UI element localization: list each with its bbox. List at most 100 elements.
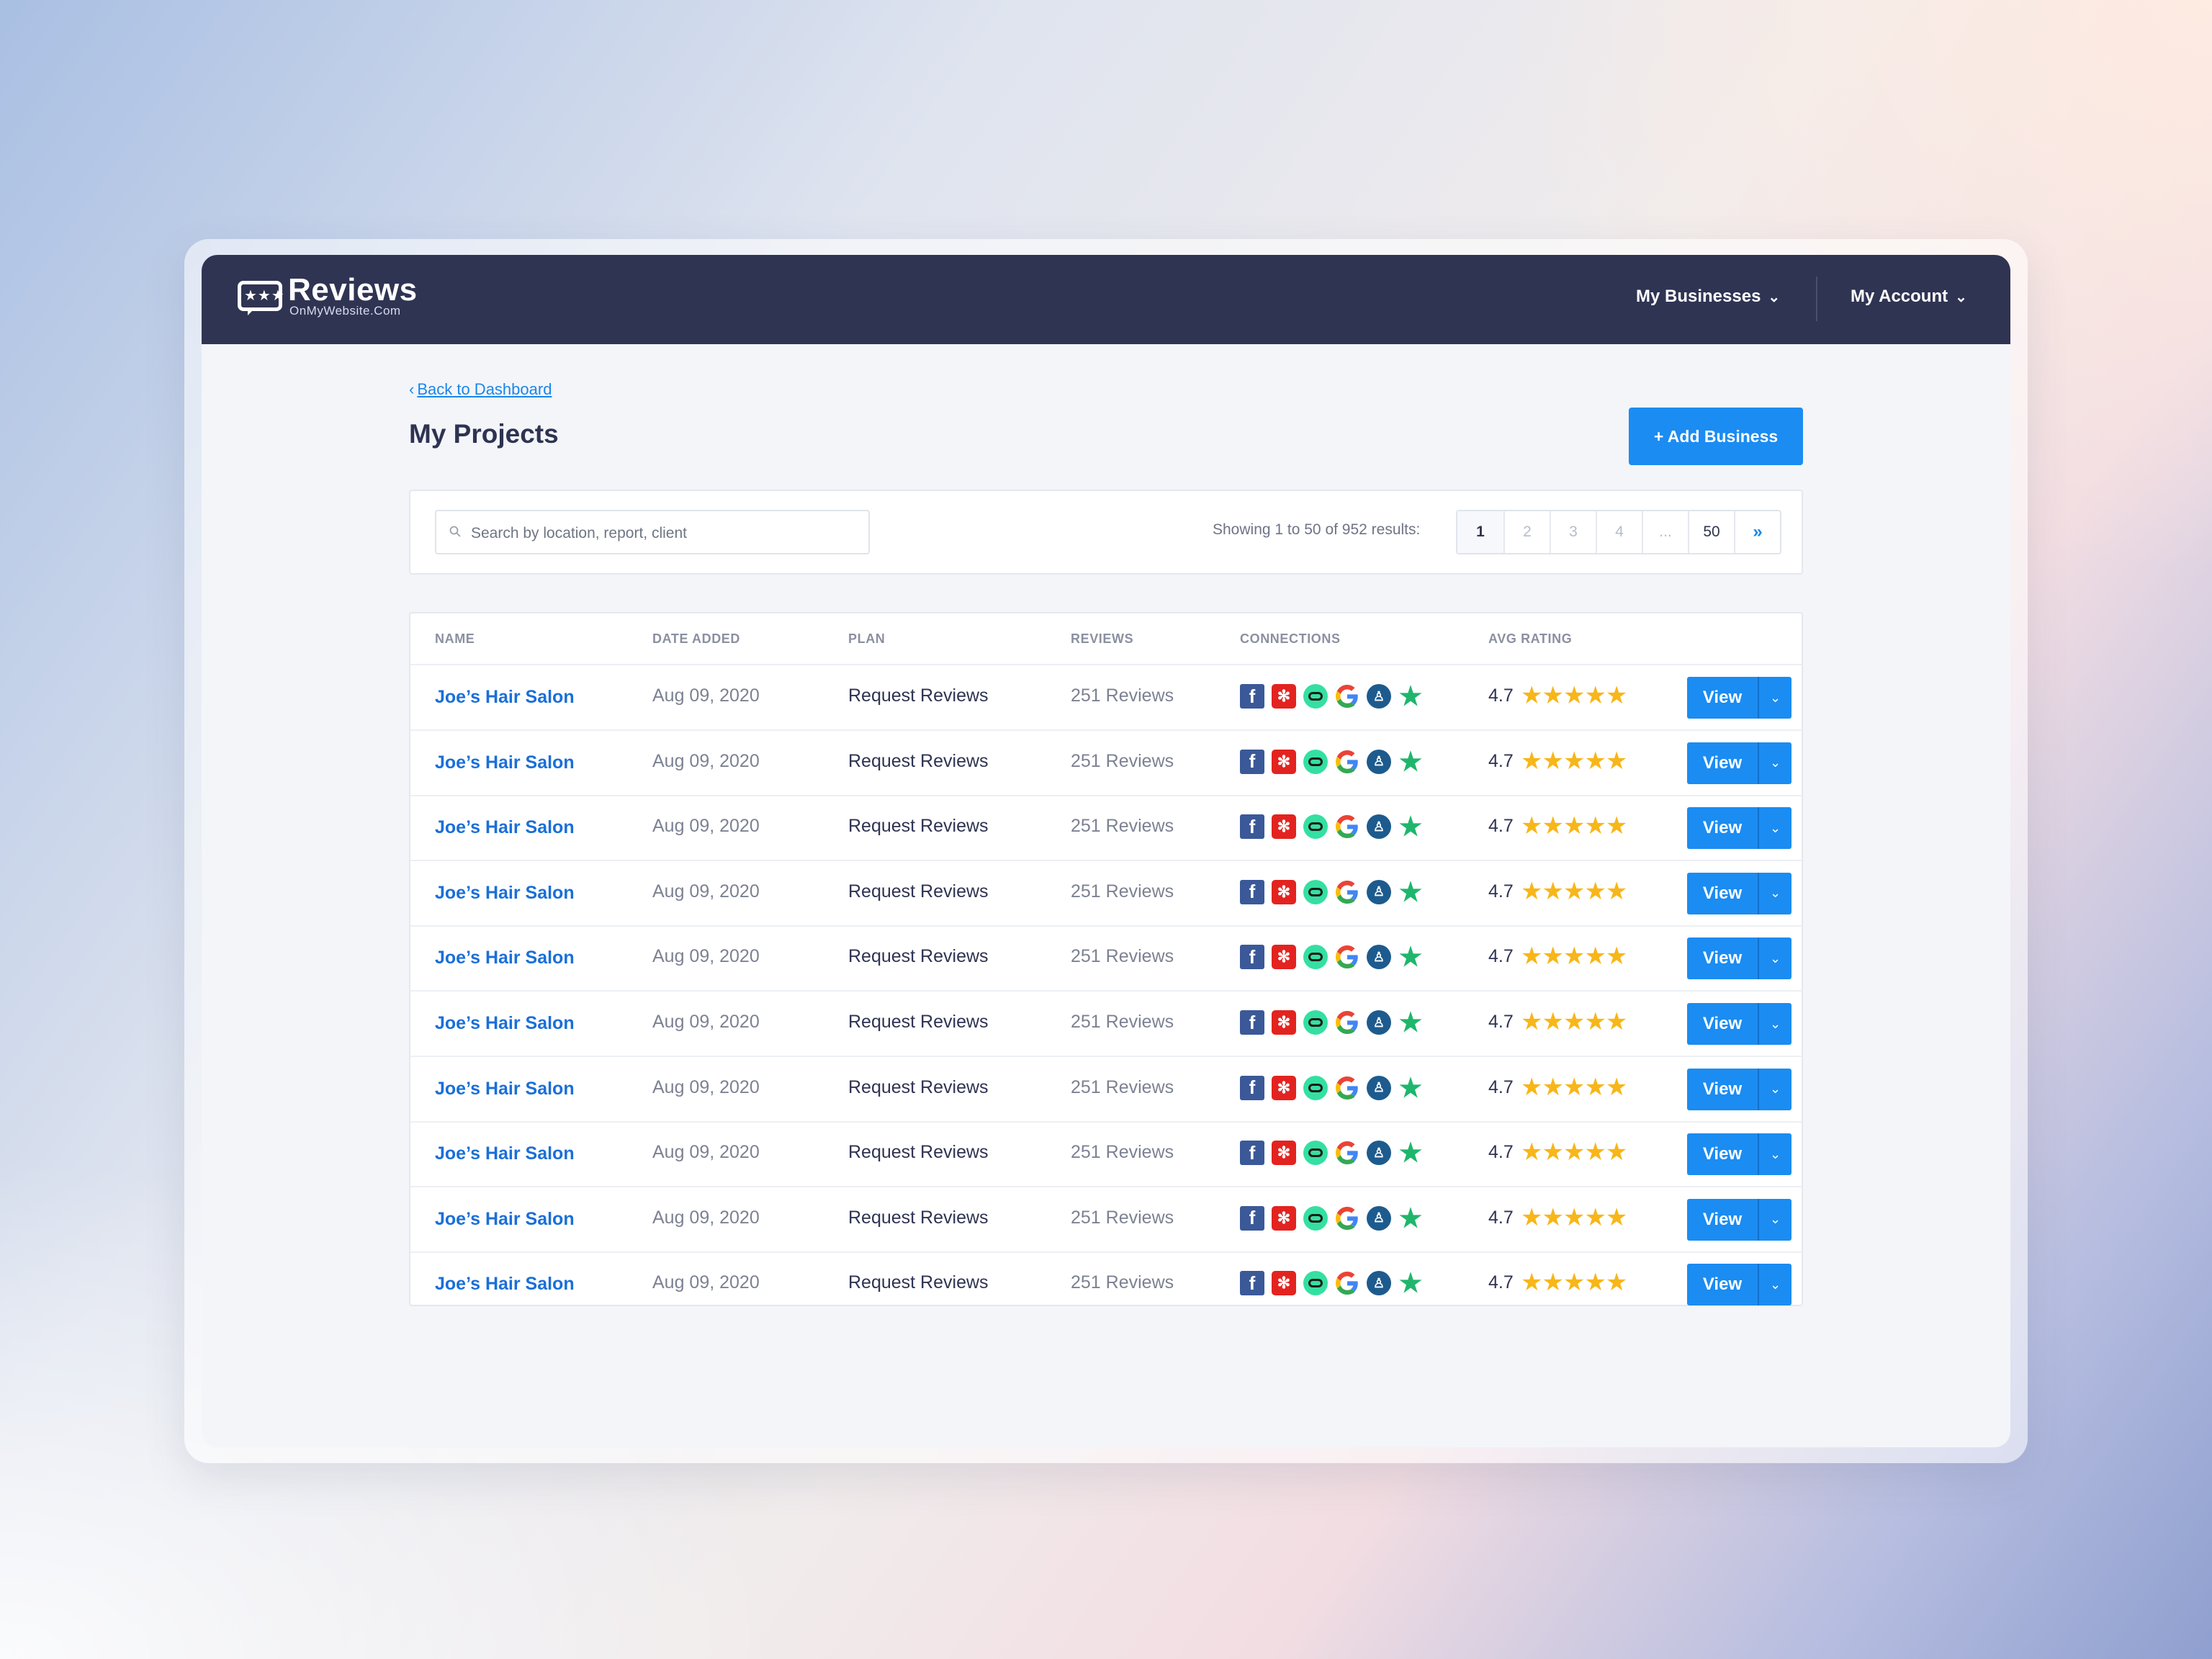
business-name-link[interactable]: Joe’s Hair Salon — [435, 752, 575, 773]
business-name-link[interactable]: Joe’s Hair Salon — [435, 948, 575, 968]
tripadvisor-icon — [1303, 1075, 1328, 1100]
bbb-icon: ♙ — [1367, 1205, 1391, 1231]
plan-name: Request Reviews — [848, 685, 989, 706]
search-box[interactable] — [435, 510, 870, 554]
header-reviews[interactable]: REVIEWS — [1071, 631, 1134, 646]
button-divider — [1758, 1133, 1759, 1176]
view-button[interactable]: View — [1702, 688, 1743, 707]
google-icon — [1335, 1271, 1359, 1296]
date-added: Aug 09, 2020 — [652, 750, 760, 771]
table-toolbar: Showing 1 to 50 of 952 results: 1 2 3 4 … — [409, 490, 1803, 575]
button-divider — [1758, 807, 1759, 850]
chevron-down-icon[interactable]: ⌄ — [1769, 1212, 1781, 1227]
view-button[interactable]: View — [1702, 1209, 1743, 1229]
plan-name: Request Reviews — [848, 1142, 989, 1163]
chevron-down-icon[interactable]: ⌄ — [1769, 950, 1781, 966]
facebook-icon: f — [1240, 1205, 1264, 1231]
business-name-link[interactable]: Joe’s Hair Salon — [435, 1078, 575, 1099]
star-rating: ★★★★★ — [1521, 1073, 1627, 1101]
business-name-link[interactable]: Joe’s Hair Salon — [435, 1143, 575, 1164]
star-rating: ★★★★★ — [1521, 682, 1627, 709]
yelp-icon: ✻ — [1272, 945, 1296, 970]
page-button-2[interactable]: 2 — [1503, 511, 1550, 553]
header-plan[interactable]: PLAN — [848, 631, 886, 646]
avg-rating: 4.7 — [1488, 1207, 1514, 1228]
view-button[interactable]: View — [1702, 883, 1743, 903]
view-button[interactable]: View — [1702, 818, 1743, 838]
chevron-down-icon[interactable]: ⌄ — [1769, 1082, 1781, 1097]
chevron-down-icon[interactable]: ⌄ — [1769, 1016, 1781, 1031]
view-button[interactable]: View — [1702, 1144, 1743, 1164]
business-name-link[interactable]: Joe’s Hair Salon — [435, 1208, 575, 1229]
business-name-link[interactable]: Joe’s Hair Salon — [435, 882, 575, 903]
view-button-group: View ⌄ — [1687, 938, 1791, 980]
view-button[interactable]: View — [1702, 1014, 1743, 1033]
plan-name: Request Reviews — [848, 1076, 989, 1097]
trustpilot-icon: ★ — [1398, 1268, 1423, 1298]
bbb-icon: ♙ — [1367, 879, 1391, 904]
yelp-icon: ✻ — [1272, 1205, 1296, 1231]
header-avg-rating[interactable]: AVG RATING — [1488, 631, 1573, 646]
header-date-added[interactable]: DATE ADDED — [652, 631, 740, 646]
date-added: Aug 09, 2020 — [652, 1207, 760, 1228]
business-name-link[interactable]: Joe’s Hair Salon — [435, 817, 575, 838]
chevron-down-icon[interactable]: ⌄ — [1769, 1277, 1781, 1292]
plan-name: Request Reviews — [848, 816, 989, 837]
chevron-down-icon[interactable]: ⌄ — [1769, 755, 1781, 770]
page-button-3[interactable]: 3 — [1550, 511, 1596, 553]
table-row: Joe’s Hair Salon Aug 09, 2020 Request Revi… — [410, 1252, 1802, 1316]
yelp-icon: ✻ — [1272, 684, 1296, 709]
nav-my-account[interactable]: My Account ⌄ — [1851, 287, 1967, 307]
tripadvisor-icon — [1303, 879, 1328, 904]
chevron-down-icon[interactable]: ⌄ — [1769, 886, 1781, 901]
connections: f ✻ ♙ ★ — [1240, 1138, 1423, 1167]
plan-name: Request Reviews — [848, 1012, 989, 1032]
plan-name: Request Reviews — [848, 1272, 989, 1293]
connections: f ✻ ♙ ★ — [1240, 1203, 1423, 1233]
page-button-1[interactable]: 1 — [1457, 511, 1503, 553]
google-icon — [1335, 1075, 1359, 1100]
star-rating: ★★★★★ — [1521, 812, 1627, 840]
connections: f ✻ ♙ ★ — [1240, 877, 1423, 907]
header-name[interactable]: NAME — [435, 631, 475, 646]
star-rating: ★★★★★ — [1521, 1138, 1627, 1166]
page-button-50[interactable]: 50 — [1688, 511, 1734, 553]
review-count: 251 Reviews — [1071, 881, 1174, 902]
google-icon — [1335, 1205, 1359, 1231]
chevron-down-icon[interactable]: ⌄ — [1769, 1146, 1781, 1161]
date-added: Aug 09, 2020 — [652, 685, 760, 706]
plan-name: Request Reviews — [848, 881, 989, 902]
business-name-link[interactable]: Joe’s Hair Salon — [435, 1274, 575, 1295]
nav-my-businesses[interactable]: My Businesses ⌄ — [1636, 287, 1780, 307]
back-link-label: Back to Dashboard — [417, 380, 552, 398]
search-icon — [449, 526, 461, 537]
yelp-icon: ✻ — [1272, 1141, 1296, 1166]
business-name-link[interactable]: Joe’s Hair Salon — [435, 1013, 575, 1033]
view-button[interactable]: View — [1702, 1079, 1743, 1099]
table-row: Joe’s Hair Salon Aug 09, 2020 Request Revi… — [410, 1122, 1802, 1188]
view-button-group: View ⌄ — [1687, 742, 1791, 784]
avg-rating: 4.7 — [1488, 946, 1514, 967]
avg-rating: 4.7 — [1488, 1012, 1514, 1032]
button-divider — [1758, 1198, 1759, 1241]
connections: f ✻ ♙ ★ — [1240, 942, 1423, 971]
avg-rating: 4.7 — [1488, 816, 1514, 837]
view-button[interactable]: View — [1702, 1274, 1743, 1295]
next-page-button[interactable]: » — [1734, 511, 1780, 553]
table-row: Joe’s Hair Salon Aug 09, 2020 Request Revi… — [410, 731, 1802, 796]
search-input[interactable] — [469, 523, 861, 544]
chevron-down-icon[interactable]: ⌄ — [1769, 820, 1781, 835]
bbb-icon: ♙ — [1367, 684, 1391, 709]
business-name-link[interactable]: Joe’s Hair Salon — [435, 687, 575, 707]
yelp-icon: ✻ — [1272, 1010, 1296, 1035]
back-to-dashboard-link[interactable]: ‹ Back to Dashboard — [409, 380, 552, 399]
top-navbar: ★★★ Reviews OnMyWebsite.Com My Businesse… — [202, 255, 2010, 344]
add-business-button[interactable]: + Add Business — [1629, 408, 1803, 465]
view-button[interactable]: View — [1702, 752, 1743, 773]
page-button-4[interactable]: 4 — [1596, 511, 1642, 553]
view-button[interactable]: View — [1702, 948, 1743, 968]
chevron-down-icon[interactable]: ⌄ — [1769, 690, 1781, 705]
tripadvisor-icon — [1303, 684, 1328, 709]
date-added: Aug 09, 2020 — [652, 1272, 760, 1293]
logo-stars: ★★★ — [244, 288, 285, 304]
